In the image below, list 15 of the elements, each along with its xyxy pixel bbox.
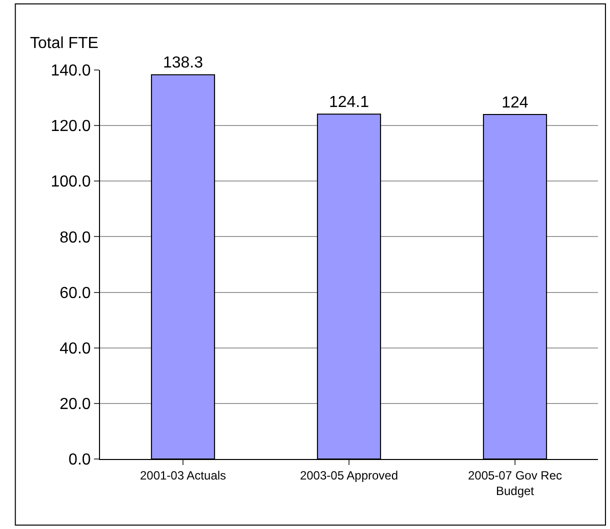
y-tick-label: 60.0 [60, 284, 91, 302]
y-tick-label: 40.0 [60, 340, 91, 358]
data-label: 124.1 [328, 94, 370, 112]
data-label: 138.3 [162, 54, 204, 72]
y-tick-label: 20.0 [60, 396, 91, 414]
x-tick-label: 2003-05 Approved [300, 468, 398, 482]
y-tick-label: 0.0 [68, 452, 91, 469]
y-tick-label: 120.0 [50, 118, 91, 136]
y-axis-title: Total FTE [30, 35, 98, 52]
data-label: 124 [502, 94, 528, 112]
y-tick-label: 140.0 [50, 62, 91, 80]
x-tick-label: 2005-07 Gov Rec Budget [468, 468, 562, 498]
x-tick-label: 2001-03 Actuals [140, 468, 226, 482]
y-tick-label: 100.0 [50, 174, 91, 191]
y-tick-label: 80.0 [60, 229, 91, 246]
